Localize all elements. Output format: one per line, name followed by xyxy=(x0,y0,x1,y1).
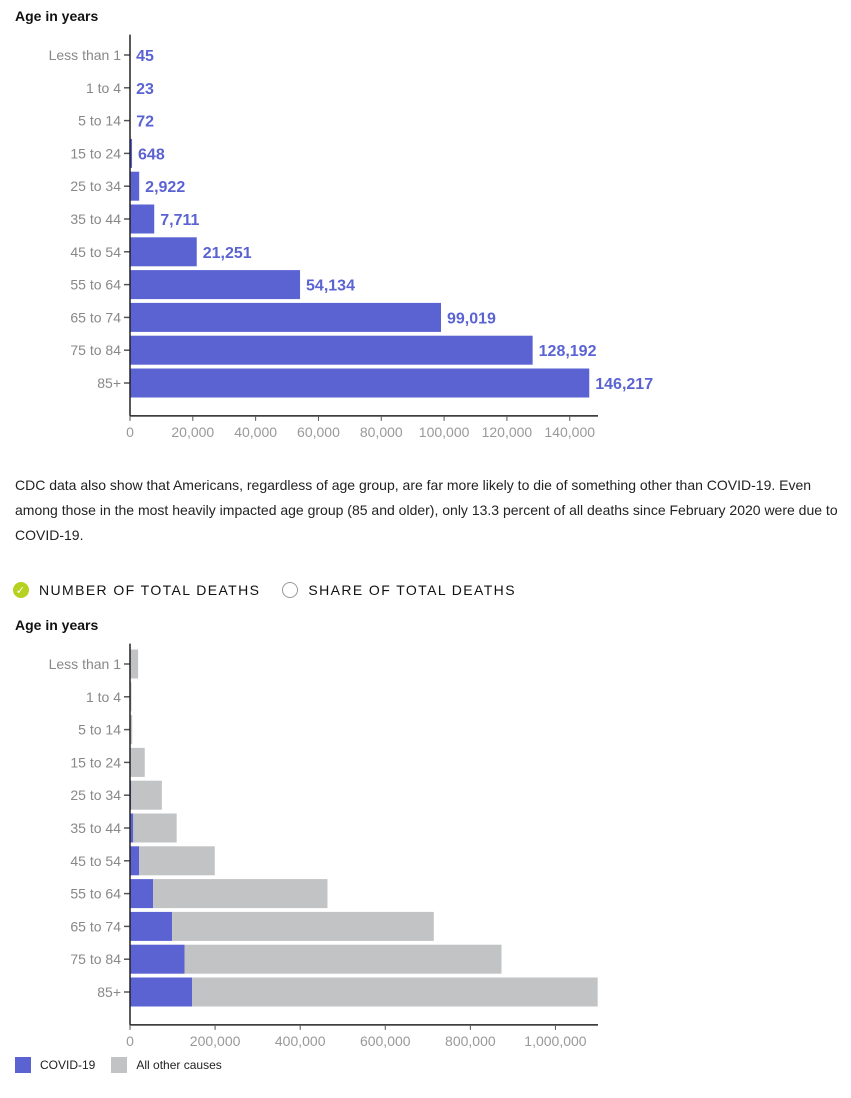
legend-item-covid: COVID-19 xyxy=(15,1057,95,1073)
y-tick-label: 35 to 44 xyxy=(70,211,121,227)
bar-segment xyxy=(133,813,177,843)
bar-segment xyxy=(130,944,185,974)
view-toggle[interactable]: ✓ NUMBER OF TOTAL DEATHS SHARE OF TOTAL … xyxy=(13,582,538,598)
legend-item-other: All other causes xyxy=(111,1057,222,1073)
y-tick-label: 1 to 4 xyxy=(86,689,121,705)
bar-segment xyxy=(130,911,173,941)
bar-segment xyxy=(130,715,133,745)
data-label: 146,217 xyxy=(595,376,653,393)
chart2-y-title: Age in years xyxy=(15,617,99,633)
bar-segment xyxy=(153,879,328,909)
y-tick-label: 35 to 44 xyxy=(70,820,121,836)
x-tick-label: 400,000 xyxy=(275,1033,326,1049)
legend-swatch xyxy=(15,1057,31,1073)
legend-label: COVID-19 xyxy=(40,1058,96,1072)
bar-segment xyxy=(130,977,193,1007)
data-label: 21,251 xyxy=(203,245,252,262)
y-tick-label: 15 to 24 xyxy=(70,145,121,161)
y-tick-label: 55 to 64 xyxy=(70,277,121,293)
chart-covid-deaths: Less than 1 45 1 to 4 23 5 to 14 72 15 to 24 64… xyxy=(49,34,653,440)
x-tick-label: 60,000 xyxy=(297,424,340,440)
y-tick-label: 1 to 4 xyxy=(86,80,121,96)
data-label: 648 xyxy=(138,146,165,163)
y-tick-label: 75 to 84 xyxy=(70,951,121,967)
toggle-label: SHARE OF TOTAL DEATHS xyxy=(308,582,516,598)
y-tick-label: 5 to 14 xyxy=(78,722,121,738)
x-tick-label: 100,000 xyxy=(419,424,470,440)
y-tick-label: 65 to 74 xyxy=(70,918,121,934)
data-label: 45 xyxy=(136,48,154,65)
legend-label: All other causes xyxy=(136,1058,222,1072)
y-tick-label: 25 to 34 xyxy=(70,178,121,194)
bar xyxy=(130,368,590,398)
y-tick-label: 85+ xyxy=(97,984,121,1000)
toggle-share-of-total-deaths[interactable]: SHARE OF TOTAL DEATHS xyxy=(282,582,516,598)
bar xyxy=(130,204,155,234)
bar-segment xyxy=(130,846,140,876)
bar xyxy=(130,335,533,365)
y-tick-label: 45 to 54 xyxy=(70,853,121,869)
data-label: 54,134 xyxy=(306,278,355,295)
data-label: 23 xyxy=(136,81,154,98)
bar xyxy=(130,302,442,332)
bar-segment xyxy=(139,846,215,876)
legend: COVID-19 All other causes xyxy=(15,1057,238,1073)
check-icon: ✓ xyxy=(13,582,29,598)
y-tick-label: 45 to 54 xyxy=(70,244,121,260)
legend-swatch xyxy=(111,1057,128,1073)
bar-segment xyxy=(192,977,598,1007)
y-tick-label: Less than 1 xyxy=(49,47,122,63)
data-label: 72 xyxy=(136,114,154,131)
y-tick-label: 25 to 34 xyxy=(70,787,121,803)
chart-total-deaths: Less than 1 1 to 4 5 to 14 15 to 24 25 to 34… xyxy=(49,643,598,1049)
y-tick-label: 75 to 84 xyxy=(70,342,121,358)
bar-segment xyxy=(172,911,434,941)
data-label: 128,192 xyxy=(539,343,597,360)
y-tick-label: 5 to 14 xyxy=(78,113,121,129)
x-tick-label: 1,000,000 xyxy=(524,1033,586,1049)
x-tick-label: 80,000 xyxy=(360,424,403,440)
data-label: 7,711 xyxy=(160,212,199,229)
toggle-number-of-total-deaths[interactable]: ✓ NUMBER OF TOTAL DEATHS xyxy=(13,582,260,598)
bar-segment xyxy=(130,813,134,843)
x-tick-label: 140,000 xyxy=(544,424,595,440)
x-tick-label: 800,000 xyxy=(445,1033,496,1049)
toggle-label: NUMBER OF TOTAL DEATHS xyxy=(39,582,261,598)
bar-segment xyxy=(131,780,162,810)
y-tick-label: 65 to 74 xyxy=(70,309,121,325)
data-label: 2,922 xyxy=(145,179,185,196)
y-tick-label: 15 to 24 xyxy=(70,754,121,770)
bar xyxy=(130,270,301,300)
bar-segment xyxy=(130,682,132,712)
x-tick-label: 600,000 xyxy=(360,1033,411,1049)
x-tick-label: 120,000 xyxy=(482,424,533,440)
bar xyxy=(130,138,133,168)
data-label: 99,019 xyxy=(447,310,496,327)
bar-segment xyxy=(130,747,145,777)
bar xyxy=(130,171,140,201)
bar-segment xyxy=(130,879,154,909)
bar xyxy=(130,237,197,267)
x-tick-label: 20,000 xyxy=(171,424,214,440)
x-tick-label: 0 xyxy=(126,1033,134,1049)
x-tick-label: 200,000 xyxy=(190,1033,241,1049)
chart1-y-title: Age in years xyxy=(15,8,99,24)
bar-segment xyxy=(130,649,139,679)
x-tick-label: 40,000 xyxy=(234,424,277,440)
bar-segment xyxy=(184,944,502,974)
radio-empty-icon xyxy=(282,582,299,598)
y-tick-label: 55 to 64 xyxy=(70,886,121,902)
y-tick-label: Less than 1 xyxy=(49,656,122,672)
body-paragraph: CDC data also show that Americans, regar… xyxy=(15,477,838,543)
y-tick-label: 85+ xyxy=(97,375,121,391)
x-tick-label: 0 xyxy=(126,424,134,440)
